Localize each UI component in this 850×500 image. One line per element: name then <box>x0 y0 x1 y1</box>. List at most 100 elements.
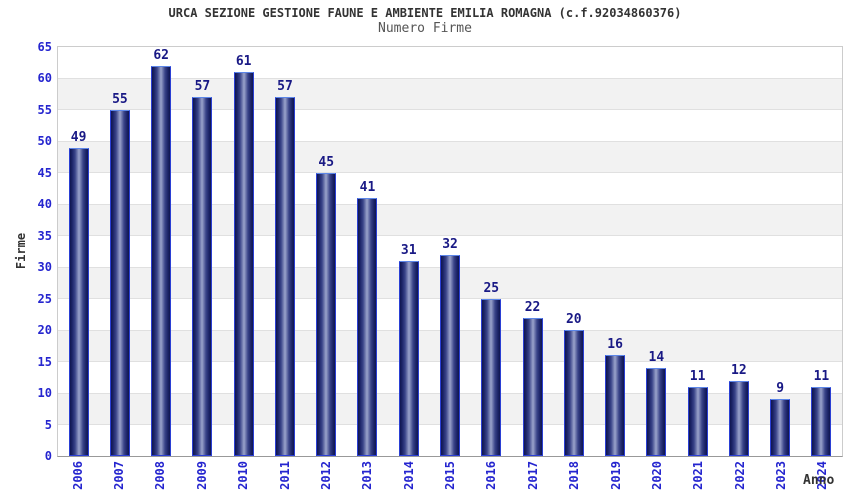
bar <box>687 386 708 456</box>
grid-line <box>58 140 842 142</box>
bar-value-label: 55 <box>112 91 128 107</box>
x-tick: 2006 <box>57 461 98 500</box>
bar-value-label: 49 <box>70 129 87 145</box>
bar-value-label: 12 <box>731 362 747 378</box>
grid-line <box>58 203 842 205</box>
y-tick-label: 50 <box>37 134 52 149</box>
bar-value-label: 31 <box>400 242 417 258</box>
bar <box>233 72 254 456</box>
x-tick: 2021 <box>678 461 719 500</box>
x-tick-label: 2012 <box>318 461 333 490</box>
x-tick: 2017 <box>512 461 553 500</box>
x-axis-title: Anno <box>803 473 835 488</box>
grid-line <box>58 77 842 79</box>
y-tick-label: 35 <box>37 228 52 243</box>
plot-band <box>58 141 842 173</box>
x-tick-label: 2019 <box>608 461 623 490</box>
x-tick: 2022 <box>719 461 760 500</box>
bar-value-label: 41 <box>359 180 376 196</box>
bar <box>316 172 337 456</box>
x-tick-label: 2023 <box>774 461 789 490</box>
x-tick-label: 2015 <box>443 461 458 490</box>
x-tick-label: 2008 <box>153 461 168 490</box>
x-tick: 2013 <box>347 461 388 500</box>
x-tick: 2008 <box>140 461 181 500</box>
x-tick-label: 2007 <box>112 461 127 490</box>
bar-series: 49 55 62 57 61 57 45 41 31 32 25 22 20 16 14 11 12 9 11 <box>58 47 842 456</box>
y-tick-label: 55 <box>37 102 52 117</box>
x-tick-label: 2017 <box>525 461 540 490</box>
bar-value-label: 61 <box>235 54 252 70</box>
y-tick-label: 40 <box>37 197 52 212</box>
x-tick: 2023 <box>760 461 801 500</box>
bar-value-label: 32 <box>442 236 458 252</box>
x-tick-label: 2021 <box>691 461 706 490</box>
bar-slot: 32 <box>429 47 470 456</box>
bar-value-label: 22 <box>524 299 541 315</box>
bar <box>68 147 89 456</box>
y-axis-ticks: 0 5 10 15 20 25 30 35 40 45 50 55 60 65 <box>0 40 52 463</box>
bar <box>151 65 172 456</box>
x-tick: 2011 <box>264 461 305 500</box>
x-tick: 2019 <box>595 461 636 500</box>
bar-slot: 61 <box>223 47 264 456</box>
bar-value-label: 45 <box>318 154 335 170</box>
grid-line <box>58 235 842 237</box>
x-tick-label: 2018 <box>567 461 582 490</box>
bar-slot: 49 <box>58 47 99 456</box>
bar-value-label: 9 <box>776 381 785 397</box>
x-tick: 2012 <box>305 461 346 500</box>
bar-slot: 22 <box>512 47 553 456</box>
bar-value-label: 57 <box>277 79 293 95</box>
bar-slot: 41 <box>347 47 388 456</box>
x-tick-label: 2011 <box>277 461 292 490</box>
bar-slot: 57 <box>264 47 305 456</box>
x-tick: 2015 <box>429 461 470 500</box>
bar-value-label: 20 <box>565 312 582 328</box>
bar-slot: 16 <box>594 47 635 456</box>
plot-bands <box>58 47 842 456</box>
bar-slot: 20 <box>553 47 594 456</box>
x-tick: 2020 <box>636 461 677 500</box>
y-tick-label: 20 <box>37 323 52 338</box>
bar-value-label: 11 <box>689 368 706 384</box>
x-tick-label: 2016 <box>484 461 499 490</box>
bar-slot: 11 <box>801 47 842 456</box>
bar-slot: 14 <box>636 47 677 456</box>
bar <box>728 380 749 456</box>
x-tick-label: 2009 <box>194 461 209 490</box>
bar-slot: 31 <box>388 47 429 456</box>
bar <box>109 109 130 456</box>
bar <box>274 97 295 456</box>
y-tick-label: 10 <box>37 386 52 401</box>
x-tick-label: 2006 <box>70 461 85 490</box>
chart-subtitle: Numero Firme <box>378 21 472 36</box>
bar-value-label: 62 <box>153 47 169 63</box>
bar-slot: 62 <box>141 47 182 456</box>
bar-value-label: 11 <box>813 368 830 384</box>
bar <box>563 330 584 456</box>
x-tick: 2016 <box>471 461 512 500</box>
y-tick-label: 15 <box>37 354 52 369</box>
bar-value-label: 16 <box>607 337 623 353</box>
bar-slot: 55 <box>99 47 140 456</box>
bar-slot: 12 <box>718 47 759 456</box>
x-tick: 2018 <box>554 461 595 500</box>
chart-title: URCA SEZIONE GESTIONE FAUNE E AMBIENTE E… <box>168 6 682 20</box>
bar-value-label: 57 <box>194 79 211 95</box>
bar <box>440 254 461 456</box>
y-tick-label: 65 <box>37 40 52 54</box>
y-tick-label: 25 <box>37 291 52 306</box>
x-tick-label: 2010 <box>236 461 251 490</box>
bar-slot: 57 <box>182 47 223 456</box>
bar <box>398 260 419 456</box>
bar-value-label: 25 <box>483 280 500 296</box>
x-tick: 2007 <box>98 461 139 500</box>
bar <box>646 367 667 456</box>
x-axis-ticks: 2006 2007 2008 2009 2010 2011 2012 2013 2014 2015… <box>57 461 843 500</box>
bar <box>192 97 213 456</box>
x-tick: 2014 <box>388 461 429 500</box>
bar-slot: 25 <box>471 47 512 456</box>
bar <box>522 317 543 456</box>
